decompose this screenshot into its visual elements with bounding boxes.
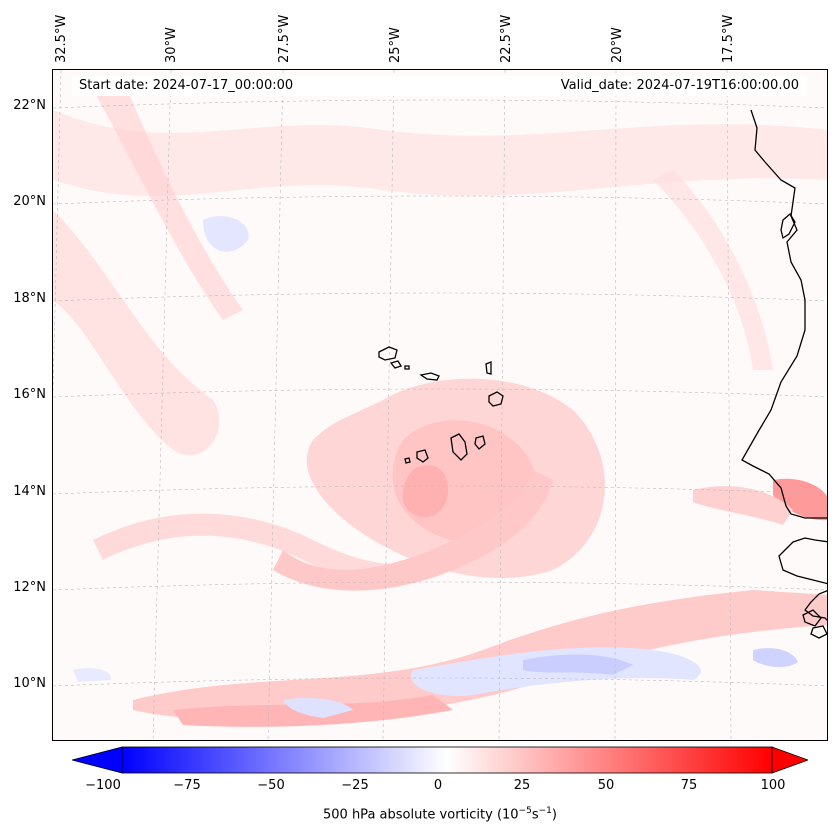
vorticity-negative <box>753 648 798 668</box>
colorbar-right-extend <box>771 746 810 774</box>
lat-label-18n: 18°N <box>13 291 46 306</box>
colorbar-tick-label: −50 <box>257 778 285 793</box>
lat-label-10n: 10°N <box>13 676 46 691</box>
colorbar-tick-label: −25 <box>341 778 369 793</box>
lat-label-12n: 12°N <box>13 580 46 595</box>
vorticity-band <box>53 210 220 456</box>
vorticity-negative <box>283 698 353 718</box>
colorbar-label-exp1: −5 <box>518 806 532 816</box>
colorbar-label-unit: s <box>531 807 539 823</box>
vorticity-coastal-max <box>693 486 793 525</box>
colorbar-tick-label: 100 <box>760 778 786 793</box>
lat-gridline <box>53 99 827 109</box>
lon-label-17-5w: 17.5°W <box>721 14 736 63</box>
vorticity-field <box>53 80 827 727</box>
colorbar-left-extend <box>70 746 123 774</box>
island-santiago <box>450 433 468 461</box>
colorbar-svg <box>70 746 810 774</box>
lat-gridline <box>53 388 827 398</box>
colorbar-ticks: −100 −75 −50 −25 0 25 50 75 100 <box>0 778 837 798</box>
colorbar-label-suffix: ) <box>551 807 557 823</box>
gridlines <box>53 70 827 740</box>
lon-gridline <box>382 70 395 740</box>
lat-label-14n: 14°N <box>13 484 46 499</box>
colorbar-body <box>121 746 773 774</box>
colorbar-tick-label: 25 <box>513 778 531 793</box>
lat-label-20n: 20°N <box>13 194 46 209</box>
vorticity-band <box>653 170 773 370</box>
lat-label-16n: 16°N <box>13 387 46 402</box>
lon-gridline <box>614 70 617 740</box>
colorbar-label-exp2: −1 <box>538 806 552 816</box>
coast-island <box>810 625 827 639</box>
vorticity-negative <box>203 216 249 252</box>
lat-gridline <box>53 292 827 302</box>
island-santo-antao <box>378 346 398 361</box>
lon-label-30w: 30°W <box>164 27 179 63</box>
colorbar-tick-label: −100 <box>85 778 121 793</box>
colorbar-label-prefix: 500 hPa absolute vorticity (10 <box>323 807 519 823</box>
date-banner: Start date: 2024-07-17_00:00:00 Valid_da… <box>72 76 807 96</box>
lon-gridline <box>498 70 506 740</box>
lon-label-22-5w: 22.5°W <box>499 14 514 63</box>
vorticity-band <box>53 110 827 197</box>
map-panel[interactable] <box>52 69 828 741</box>
lon-gridline <box>152 70 172 740</box>
island-santa-luzia <box>404 365 410 370</box>
lat-label-22n: 22°N <box>13 98 46 113</box>
island-maio <box>474 435 486 450</box>
coastlines <box>378 109 827 639</box>
colorbar <box>70 746 810 774</box>
start-date: Start date: 2024-07-17_00:00:00 <box>79 78 294 93</box>
vorticity-spiral <box>273 470 553 591</box>
colorbar-tick-label: 0 <box>433 778 443 793</box>
lat-gridline <box>53 195 827 205</box>
island-sao-vicente <box>389 360 402 369</box>
coast-island <box>780 213 796 240</box>
lat-gridline <box>53 485 827 495</box>
colorbar-tick-label: 75 <box>680 778 698 793</box>
vorticity-negative <box>73 668 112 682</box>
colorbar-tick-label: 50 <box>597 778 615 793</box>
lon-label-27-5w: 27.5°W <box>277 14 292 63</box>
vorticity-coastal-max <box>773 478 827 521</box>
africa-coastline <box>778 537 827 585</box>
vorticity-negative <box>523 654 633 675</box>
lat-gridline <box>53 581 827 591</box>
vorticity-vortex-max <box>402 465 448 518</box>
valid-date: Valid_date: 2024-07-19T16:00:00.00 <box>560 78 799 93</box>
lon-gridline <box>267 70 284 740</box>
island-boa-vista <box>488 391 504 407</box>
lon-gridline <box>726 70 732 740</box>
island-sao-nicolau <box>419 372 440 381</box>
vorticity-southern-band <box>133 590 827 720</box>
lon-gridline <box>53 70 62 391</box>
lon-label-20w: 20°W <box>610 27 625 63</box>
lat-gridline <box>53 677 827 687</box>
africa-coastline <box>741 109 827 519</box>
vorticity-map <box>53 70 827 740</box>
island-brava <box>404 457 411 464</box>
lon-label-32-5w: 32.5°W <box>54 14 69 63</box>
colorbar-tick-label: −75 <box>173 778 201 793</box>
coast-island <box>802 609 822 627</box>
vorticity-spiral <box>93 513 423 583</box>
lon-label-25w: 25°W <box>388 27 403 63</box>
island-sal <box>485 361 492 375</box>
colorbar-label: 500 hPa absolute vorticity (10−5s−1) <box>0 806 837 822</box>
island-fogo <box>416 449 429 463</box>
africa-coastline <box>804 590 827 621</box>
